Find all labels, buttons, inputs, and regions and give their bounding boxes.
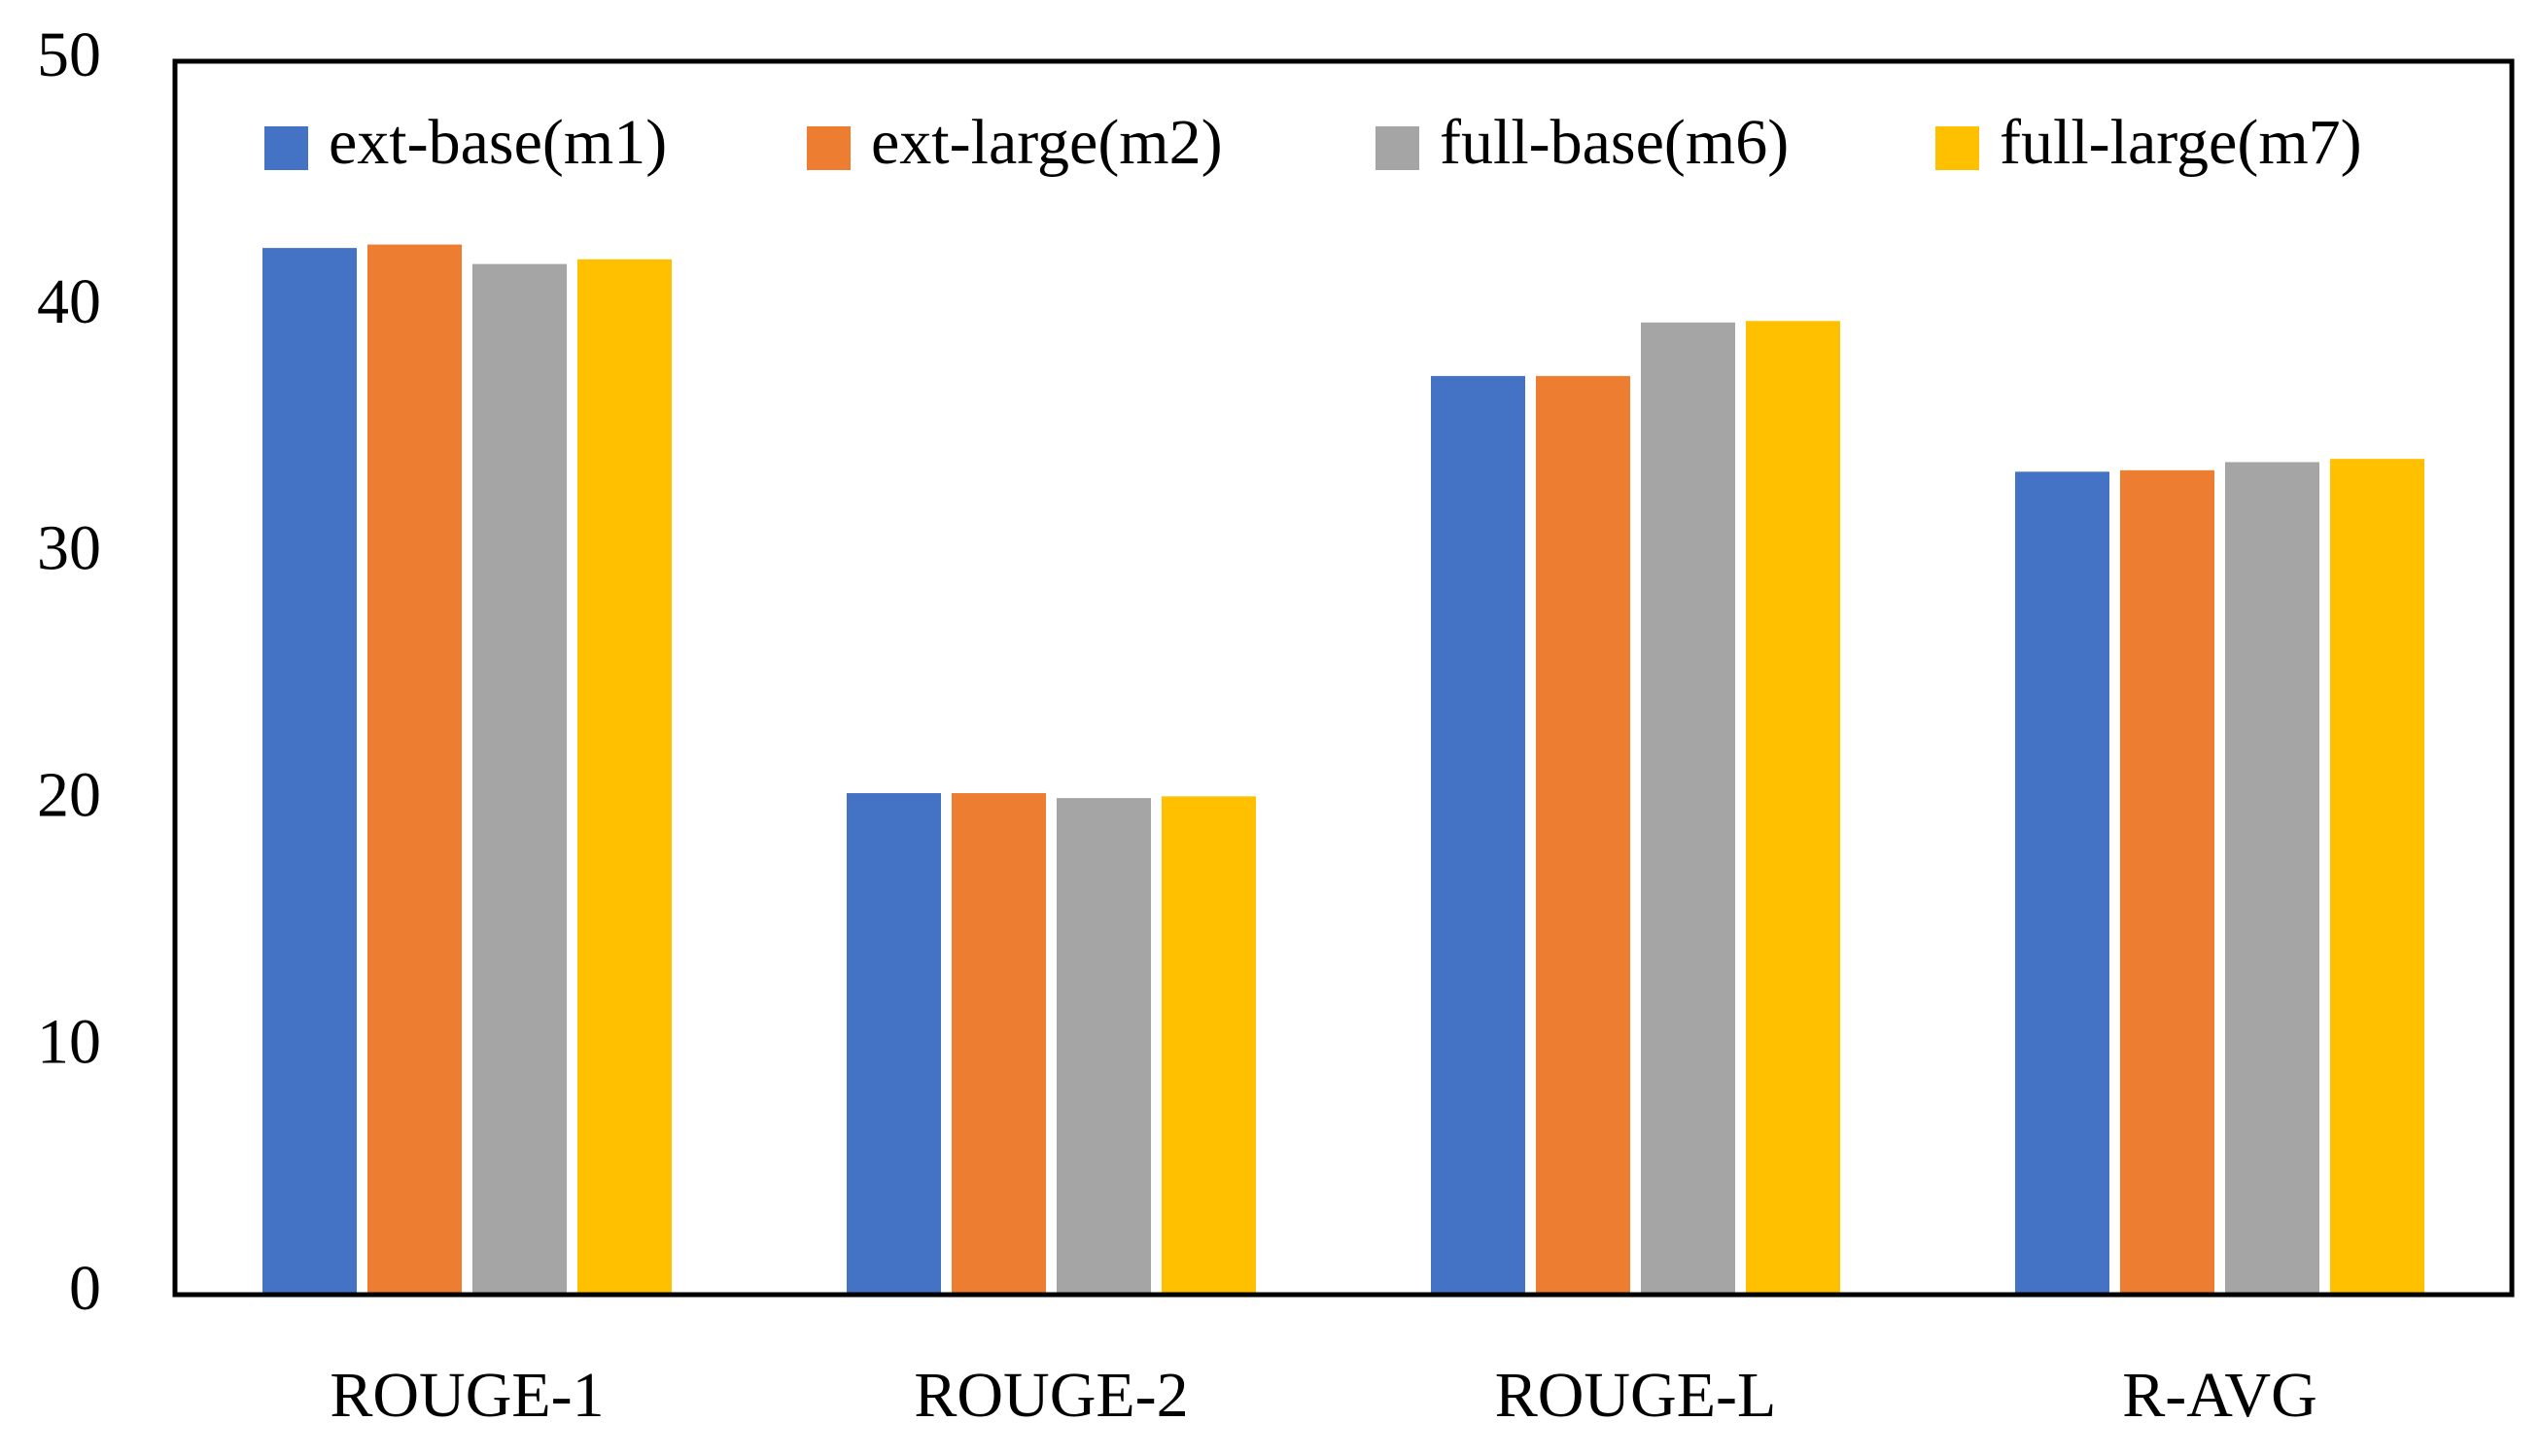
x-tick-label: R-AVG [2122,1360,2316,1431]
bar [367,244,462,1296]
y-tick-label: 50 [37,19,101,90]
bar [1746,321,1840,1295]
bar [262,248,357,1296]
plot-area [262,244,2424,1296]
plot-frame [172,58,2515,1298]
bar [2225,462,2319,1295]
y-tick-label: 40 [37,266,101,337]
bar [2015,471,2109,1295]
legend-swatch [1935,126,1979,170]
legend-label: ext-large(m2) [871,107,1223,178]
x-tick-label: ROUGE-L [1495,1360,1777,1431]
y-tick-label: 20 [37,760,101,831]
bar [577,259,672,1295]
bar [952,793,1046,1295]
legend-swatch [1375,126,1419,170]
bar [2120,469,2214,1295]
bar [1536,375,1630,1296]
bar [1431,375,1525,1296]
legend-swatch [264,126,308,170]
x-tick-label: ROUGE-2 [914,1360,1188,1431]
bar [1641,322,1735,1296]
bar [472,263,567,1296]
bar [2330,459,2424,1295]
legend-label: full-base(m6) [1440,107,1789,178]
y-tick-label: 30 [37,513,101,584]
legend-swatch [807,126,851,170]
y-tick-label: 10 [37,1006,101,1077]
bar [1057,798,1151,1295]
bar [847,793,941,1295]
y-tick-label: 0 [69,1253,101,1324]
bar [1162,796,1256,1295]
legend-label: full-large(m7) [2000,107,2362,178]
x-tick-label: ROUGE-1 [330,1360,604,1431]
legend-label: ext-base(m1) [329,107,667,178]
